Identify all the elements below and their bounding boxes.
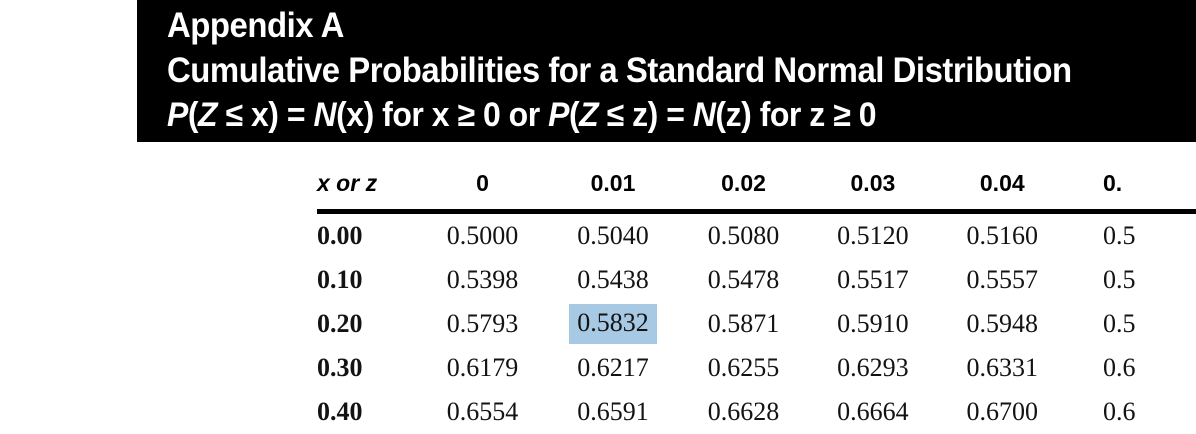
formula-segment: P: [548, 96, 569, 134]
row-label: 0.20: [317, 302, 418, 346]
table-cell: 0.5793: [418, 302, 547, 346]
table-cell: 0.6554: [418, 390, 547, 434]
column-header: 0.02: [679, 155, 808, 212]
table-cell: 0.6217: [547, 346, 679, 390]
formula-line: P(Z ≤ x) = N(x) for x ≥ 0 or P(Z ≤ z) = …: [167, 93, 1134, 138]
column-header: 0.03: [808, 155, 937, 212]
table-cell: 0.5000: [418, 212, 547, 259]
table-cell: 0.5557: [938, 258, 1067, 302]
table-cell: 0.5398: [418, 258, 547, 302]
table-cell: 0.6: [1067, 390, 1196, 434]
appendix-title: Appendix A: [167, 4, 1134, 48]
formula-segment: (: [188, 96, 198, 134]
formula-segment: ≤ x) =: [217, 96, 313, 134]
table-cell: 0.5871: [679, 302, 808, 346]
formula-segment: N: [693, 96, 716, 134]
table-cell: 0.5438: [547, 258, 679, 302]
table-cell: 0.5120: [808, 212, 937, 259]
table-cell: 0.5948: [938, 302, 1067, 346]
table-cell: 0.5040: [547, 212, 679, 259]
row-label: 0.30: [317, 346, 418, 390]
highlighted-cell: 0.5832: [569, 304, 657, 344]
formula-segment: N: [313, 96, 336, 134]
formula-segment: (z) for z ≥ 0: [715, 96, 876, 134]
table-cell: 0.6293: [808, 346, 937, 390]
table-cell: 0.6255: [679, 346, 808, 390]
column-header: 0.04: [938, 155, 1067, 212]
table-cell: 0.6: [1067, 346, 1196, 390]
table-cell: 0.5478: [679, 258, 808, 302]
table-cell: 0.6179: [418, 346, 547, 390]
table-cell: 0.5832: [547, 302, 679, 346]
table-title: Cumulative Probabilities for a Standard …: [167, 48, 1134, 93]
table-cell: 0.6664: [808, 390, 937, 434]
column-header: 0: [418, 155, 547, 212]
table-cell: 0.5160: [938, 212, 1067, 259]
formula-segment: Z: [579, 96, 598, 134]
formula-segment: (: [569, 96, 579, 134]
row-label: 0.10: [317, 258, 418, 302]
table-cell: 0.5: [1067, 212, 1196, 259]
table-cell: 0.5: [1067, 258, 1196, 302]
row-label: 0.00: [317, 212, 418, 259]
table-cell: 0.6700: [938, 390, 1067, 434]
table-cell: 0.6628: [679, 390, 808, 434]
table-cell: 0.5517: [808, 258, 937, 302]
table-cell: 0.5080: [679, 212, 808, 259]
corner-header-x-or-z: x or z: [317, 155, 418, 212]
table-cell: 0.6591: [547, 390, 679, 434]
formula-segment: (x) for x ≥ 0 or: [336, 96, 548, 134]
table-cell: 0.5910: [808, 302, 937, 346]
column-header: 0.01: [547, 155, 679, 212]
appendix-banner: Appendix A Cumulative Probabilities for …: [137, 0, 1196, 142]
column-header: 0.: [1067, 155, 1196, 212]
formula-segment: ≤ z) =: [598, 96, 693, 134]
table-cell: 0.6331: [938, 346, 1067, 390]
table-cell: 0.5: [1067, 302, 1196, 346]
row-label: 0.40: [317, 390, 418, 434]
formula-segment: P: [167, 96, 188, 134]
formula-segment: Z: [198, 96, 217, 134]
